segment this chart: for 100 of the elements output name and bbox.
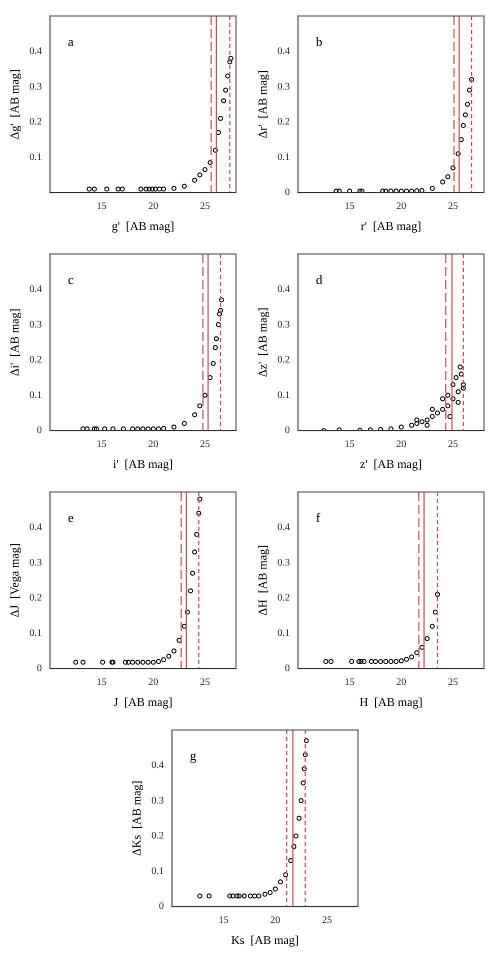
point <box>394 188 399 193</box>
point <box>323 659 328 664</box>
point <box>388 659 394 664</box>
point <box>262 892 268 897</box>
x-tick-label: 15 <box>96 439 107 450</box>
point <box>464 102 470 107</box>
point <box>328 659 334 664</box>
y-tick-label: 0.3 <box>277 557 290 568</box>
point <box>450 382 456 388</box>
x-axis-title: z' [AB mag] <box>360 456 422 471</box>
point <box>360 188 364 193</box>
point <box>440 396 446 402</box>
x-tick-label: 20 <box>148 201 158 212</box>
point <box>291 844 296 850</box>
point <box>380 188 386 193</box>
point <box>182 624 187 629</box>
point <box>184 610 190 615</box>
y-tick-label: 0.1 <box>277 152 290 163</box>
point <box>150 660 156 665</box>
point <box>227 59 232 64</box>
point <box>192 412 198 418</box>
point <box>388 188 394 193</box>
point <box>182 184 187 189</box>
point <box>73 660 78 665</box>
point <box>430 186 435 191</box>
y-tick-label: 0.4 <box>29 46 42 57</box>
y-tick-label: 0.1 <box>29 152 42 163</box>
y-tick-label: 0.4 <box>277 46 290 57</box>
y-axis-title: ΔKs [AB mag] <box>129 780 144 856</box>
x-tick-label: 15 <box>344 201 355 212</box>
point <box>434 410 440 416</box>
annotation: b <box>316 34 322 49</box>
point <box>150 186 155 192</box>
point <box>383 659 388 664</box>
y-tick-label: 0 <box>284 663 290 674</box>
point <box>192 178 198 183</box>
point <box>197 894 202 899</box>
point <box>414 418 420 423</box>
point <box>144 186 149 192</box>
point <box>161 186 166 192</box>
point <box>252 894 258 899</box>
x-tick-label: 25 <box>448 201 458 212</box>
point <box>225 74 230 79</box>
point <box>208 160 213 166</box>
point <box>212 345 218 350</box>
point <box>130 426 136 431</box>
point <box>212 148 218 153</box>
point <box>84 426 90 431</box>
point <box>206 894 212 899</box>
point <box>300 780 306 786</box>
point <box>445 403 450 408</box>
x-tick-label: 25 <box>322 915 332 926</box>
x-tick-label: 25 <box>448 677 458 688</box>
y-axis-title: ΔJ [Vega mag] <box>7 543 22 618</box>
y-tick-label: 0.1 <box>277 628 290 639</box>
point <box>221 98 226 104</box>
y-tick-label: 0.3 <box>29 557 42 568</box>
point <box>156 659 161 664</box>
point <box>432 610 438 615</box>
y-tick-label: 0 <box>36 425 42 436</box>
point <box>347 188 352 193</box>
point <box>192 550 198 555</box>
point <box>414 188 420 193</box>
point <box>383 188 388 193</box>
y-tick-label: 0.4 <box>277 284 290 295</box>
point <box>122 660 128 665</box>
point <box>146 426 151 431</box>
x-tick-label: 20 <box>396 439 406 450</box>
point <box>135 426 140 431</box>
point <box>120 186 125 192</box>
point <box>357 188 362 193</box>
point <box>394 659 399 664</box>
point <box>150 426 156 431</box>
point <box>409 422 414 428</box>
y-tick-label: 0 <box>284 187 290 198</box>
x-axis-title: i' [AB mag] <box>113 456 173 471</box>
point <box>166 654 172 659</box>
point <box>372 659 378 664</box>
point <box>302 766 307 772</box>
point <box>336 188 342 193</box>
point <box>223 88 228 93</box>
point <box>110 426 116 431</box>
point <box>228 56 234 61</box>
point <box>218 116 223 121</box>
point <box>304 738 309 744</box>
x-axis-title: r' [AB mag] <box>360 218 422 233</box>
annotation: c <box>68 272 74 287</box>
point <box>156 186 162 192</box>
point <box>126 660 131 665</box>
point <box>227 894 232 899</box>
point <box>334 188 339 193</box>
point <box>430 624 435 629</box>
x-tick-label: 15 <box>218 915 229 926</box>
point <box>92 426 97 431</box>
point <box>409 188 414 193</box>
y-tick-label: 0.2 <box>29 592 42 604</box>
point <box>120 426 126 431</box>
point <box>288 858 294 864</box>
point <box>454 375 459 380</box>
x-tick-label: 25 <box>200 677 210 688</box>
